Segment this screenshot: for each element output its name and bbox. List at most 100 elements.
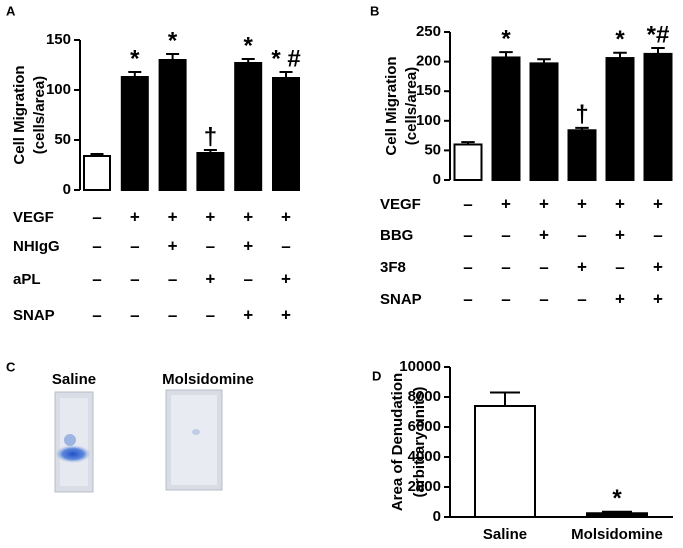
y-axis-label: Area of Denudation <box>389 373 406 511</box>
condition-name: VEGF <box>380 196 421 213</box>
condition-sign: – <box>92 236 101 255</box>
condition-sign: – <box>463 289 472 308</box>
condition-sign: – <box>92 207 101 226</box>
condition-sign: + <box>615 225 625 244</box>
bar <box>234 62 263 191</box>
y-tick-label: 0 <box>433 171 441 188</box>
x-tick-label: Saline <box>483 526 527 543</box>
condition-sign: + <box>205 207 215 226</box>
y-tick-label: 8000 <box>408 388 441 405</box>
condition-sign: + <box>130 207 140 226</box>
condition-sign: + <box>205 269 215 288</box>
condition-sign: – <box>130 305 139 324</box>
panel-label: B <box>370 3 379 18</box>
condition-sign: + <box>615 289 625 308</box>
bar <box>196 152 225 191</box>
y-tick-label: 2000 <box>408 478 441 495</box>
significance-mark: *# <box>647 21 670 48</box>
y-tick-label: 150 <box>46 31 71 48</box>
molsidomine-image <box>165 389 223 491</box>
condition-sign: + <box>281 305 291 324</box>
image-caption: Saline <box>52 371 96 388</box>
y-axis-label: (cells/area) <box>31 76 48 154</box>
condition-name: SNAP <box>380 291 422 308</box>
condition-name: VEGF <box>13 209 54 226</box>
condition-sign: – <box>539 289 548 308</box>
image-caption: Molsidomine <box>162 371 254 388</box>
condition-name: BBG <box>380 227 413 244</box>
condition-sign: + <box>653 194 663 213</box>
condition-sign: – <box>577 225 586 244</box>
condition-sign: – <box>168 269 177 288</box>
significance-mark: * <box>168 27 178 54</box>
condition-sign: – <box>501 225 510 244</box>
condition-name: 3F8 <box>380 259 406 276</box>
y-tick-label: 4000 <box>408 448 441 465</box>
condition-sign: + <box>653 289 663 308</box>
condition-name: NHIgG <box>13 238 60 255</box>
bar <box>491 56 521 181</box>
condition-sign: + <box>615 194 625 213</box>
y-tick-label: 250 <box>416 23 441 40</box>
condition-sign: + <box>653 257 663 276</box>
condition-sign: + <box>243 236 253 255</box>
condition-sign: – <box>168 305 177 324</box>
bar <box>474 405 536 518</box>
significance-mark: * <box>615 26 625 53</box>
y-tick-label: 0 <box>433 508 441 525</box>
bar <box>567 129 597 182</box>
y-axis-label: (arbitrary units) <box>411 387 428 498</box>
condition-sign: – <box>92 305 101 324</box>
significance-mark: * <box>612 485 622 512</box>
condition-sign: + <box>501 194 511 213</box>
bar <box>272 77 300 191</box>
bar <box>643 52 673 181</box>
panel-label: D <box>372 368 381 383</box>
significance-mark: * <box>130 45 140 72</box>
condition-sign: – <box>463 194 472 213</box>
significance-mark: † <box>575 101 588 128</box>
bar <box>83 155 111 191</box>
condition-sign: – <box>501 289 510 308</box>
y-tick-label: 50 <box>424 141 441 158</box>
y-axis-label: (cells/area) <box>403 67 420 145</box>
significance-mark: * <box>501 25 511 52</box>
condition-sign: – <box>653 225 662 244</box>
panel-label: A <box>6 3 16 18</box>
panel-label: C <box>6 359 16 374</box>
bar <box>120 76 149 191</box>
significance-mark: † <box>204 123 217 150</box>
condition-name: SNAP <box>13 307 55 324</box>
condition-sign: + <box>539 194 549 213</box>
y-tick-label: 0 <box>63 181 71 198</box>
significance-mark: * # <box>271 45 300 72</box>
bar <box>453 143 483 181</box>
condition-sign: – <box>281 236 290 255</box>
condition-sign: + <box>168 207 178 226</box>
condition-sign: + <box>281 269 291 288</box>
condition-sign: – <box>243 269 252 288</box>
condition-sign: – <box>206 305 215 324</box>
condition-sign: – <box>615 257 624 276</box>
condition-sign: + <box>577 194 587 213</box>
y-tick-label: 100 <box>416 112 441 129</box>
condition-sign: – <box>501 257 510 276</box>
y-axis-label: Cell Migration <box>11 65 28 164</box>
condition-sign: – <box>92 269 101 288</box>
condition-sign: – <box>130 236 139 255</box>
error-bar <box>490 391 520 406</box>
bar <box>529 62 559 181</box>
bar <box>158 59 187 191</box>
condition-sign: + <box>243 207 253 226</box>
y-tick-label: 200 <box>416 53 441 70</box>
condition-sign: – <box>577 289 586 308</box>
significance-mark: * <box>244 32 254 59</box>
condition-sign: – <box>463 257 472 276</box>
y-tick-label: 10000 <box>399 358 441 375</box>
condition-name: aPL <box>13 271 41 288</box>
y-tick-label: 6000 <box>408 418 441 435</box>
bar <box>605 57 635 182</box>
condition-sign: + <box>281 207 291 226</box>
condition-sign: + <box>539 225 549 244</box>
